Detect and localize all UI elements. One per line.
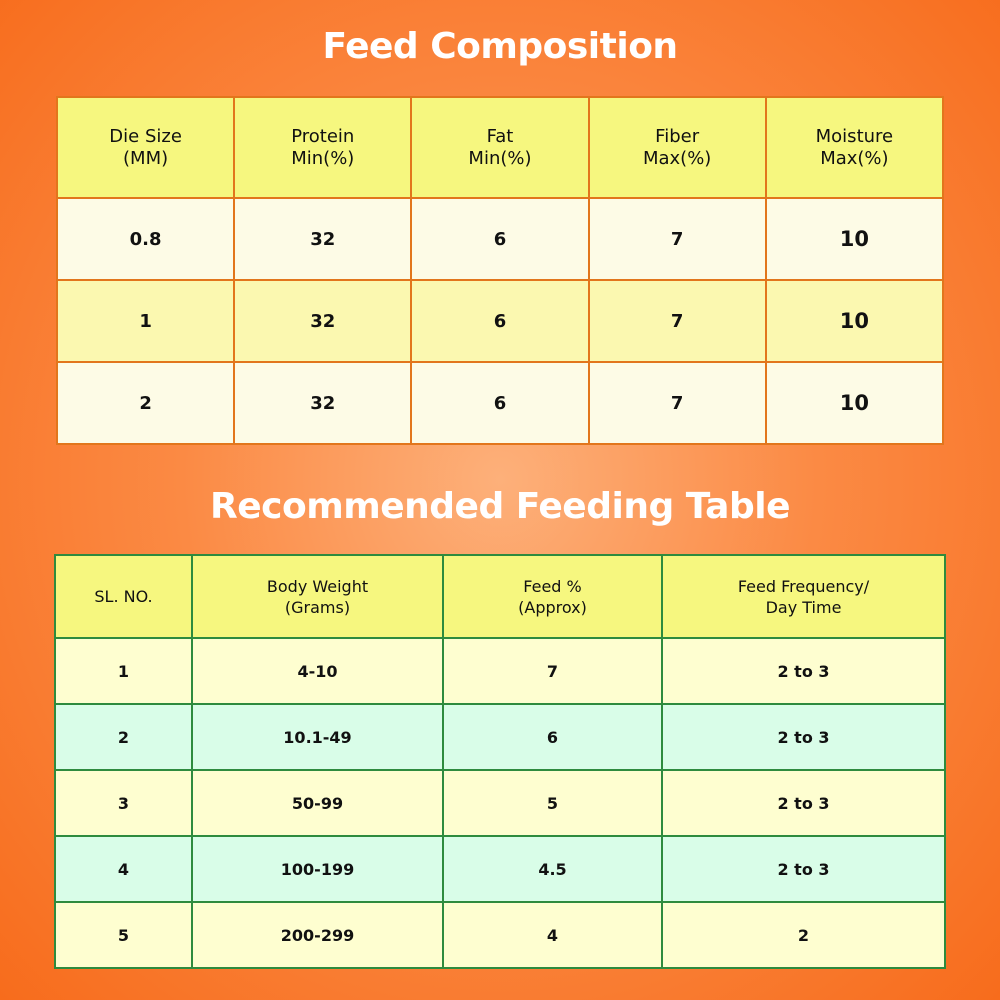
table-row: 1 4-10 7 2 to 3 (54, 637, 946, 705)
feed-composition-table: Die Size (MM) Protein Min(%) Fat Min(%) Fib… (55, 96, 945, 445)
cell: 2 to 3 (661, 637, 946, 705)
header-line: SL. NO. (94, 587, 153, 606)
cell: 6 (410, 197, 590, 281)
cell: 1 (54, 637, 193, 705)
table-row: 2 32 6 7 10 (55, 361, 945, 445)
header-line: Body Weight (266, 576, 369, 596)
cell: 6 (442, 703, 663, 771)
cell: 0.8 (55, 197, 236, 281)
header-die-size: Die Size (MM) (55, 96, 236, 199)
header-moisture: Moisture Max(%) (764, 96, 945, 199)
header-line: Feed % (523, 576, 582, 596)
header-protein: Protein Min(%) (233, 96, 413, 199)
cell: 3 (54, 769, 193, 837)
cell: 4-10 (191, 637, 444, 705)
cell: 10 (764, 361, 945, 445)
feeding-table: SL. NO. Body Weight (Grams) Feed % (Approx… (54, 554, 946, 969)
cell: 10.1-49 (191, 703, 444, 771)
header-line: Moisture (815, 125, 894, 147)
cell: 32 (233, 279, 413, 363)
table-row: 0.8 32 6 7 10 (55, 197, 945, 281)
cell: 7 (587, 361, 767, 445)
cell: 7 (587, 197, 767, 281)
header-line: (Grams) (284, 597, 351, 617)
header-line: Max(%) (642, 147, 712, 169)
header-line: Day Time (765, 597, 842, 617)
header-feed-frequency: Feed Frequency/Day Time (661, 554, 946, 639)
feed-composition-title: Feed Composition (322, 26, 678, 67)
header-feed-percent: Feed % (Approx) (442, 554, 663, 639)
cell: 7 (587, 279, 767, 363)
header-sl-no: SL. NO. (54, 554, 193, 639)
cell: 1 (55, 279, 236, 363)
cell: 5 (54, 901, 193, 969)
cell: 50-99 (191, 769, 444, 837)
header-line: Fiber (655, 125, 700, 147)
cell: 10 (764, 197, 945, 281)
header-line: Fat (486, 125, 514, 147)
header-line: Feed Frequency/ (737, 576, 870, 596)
cell: 100-199 (191, 835, 444, 903)
table-row: 5 200-299 4 2 (54, 901, 946, 969)
header-line: Die Size (109, 125, 182, 147)
cell: 4 (442, 901, 663, 969)
table-row: 2 10.1-49 6 2 to 3 (54, 703, 946, 771)
header-row: SL. NO. Body Weight (Grams) Feed % (Approx… (54, 554, 946, 639)
header-fat: Fat Min(%) (410, 96, 590, 199)
cell: 4.5 (442, 835, 663, 903)
cell: 2 to 3 (661, 769, 946, 837)
header-line: (MM) (123, 147, 169, 169)
cell: 6 (410, 279, 590, 363)
cell: 5 (442, 769, 663, 837)
header-line: Protein (291, 125, 355, 147)
header-row: Die Size (MM) Protein Min(%) Fat Min(%) Fib… (55, 96, 945, 199)
table-row: 3 50-99 5 2 to 3 (54, 769, 946, 837)
cell: 2 to 3 (661, 703, 946, 771)
header-line: (Approx) (518, 597, 587, 617)
cell: 32 (233, 361, 413, 445)
table-row: 4 100-199 4.5 2 to 3 (54, 835, 946, 903)
cell: 10 (764, 279, 945, 363)
header-line: Min(%) (291, 147, 355, 169)
cell: 6 (410, 361, 590, 445)
cell: 2 (661, 901, 946, 969)
cell: 4 (54, 835, 193, 903)
cell: 200-299 (191, 901, 444, 969)
table-row: 1 32 6 7 10 (55, 279, 945, 363)
cell: 7 (442, 637, 663, 705)
header-fiber: Fiber Max(%) (587, 96, 767, 199)
cell: 2 (55, 361, 236, 445)
header-line: Max(%) (820, 147, 889, 169)
header-body-weight: Body Weight (Grams) (191, 554, 444, 639)
cell: 32 (233, 197, 413, 281)
cell: 2 (54, 703, 193, 771)
cell: 2 to 3 (661, 835, 946, 903)
header-line: Min(%) (468, 147, 532, 169)
feeding-table-title: Recommended Feeding Table (209, 486, 791, 527)
